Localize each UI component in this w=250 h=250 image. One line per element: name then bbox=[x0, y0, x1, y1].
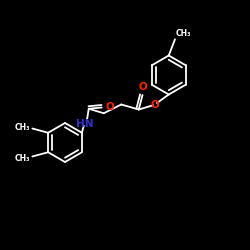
Text: O: O bbox=[150, 100, 160, 110]
Text: CH₃: CH₃ bbox=[176, 29, 191, 38]
Text: CH₃: CH₃ bbox=[14, 122, 30, 132]
Text: HN: HN bbox=[76, 119, 94, 129]
Text: O: O bbox=[106, 102, 114, 113]
Text: O: O bbox=[138, 82, 147, 92]
Text: CH₃: CH₃ bbox=[14, 154, 30, 162]
